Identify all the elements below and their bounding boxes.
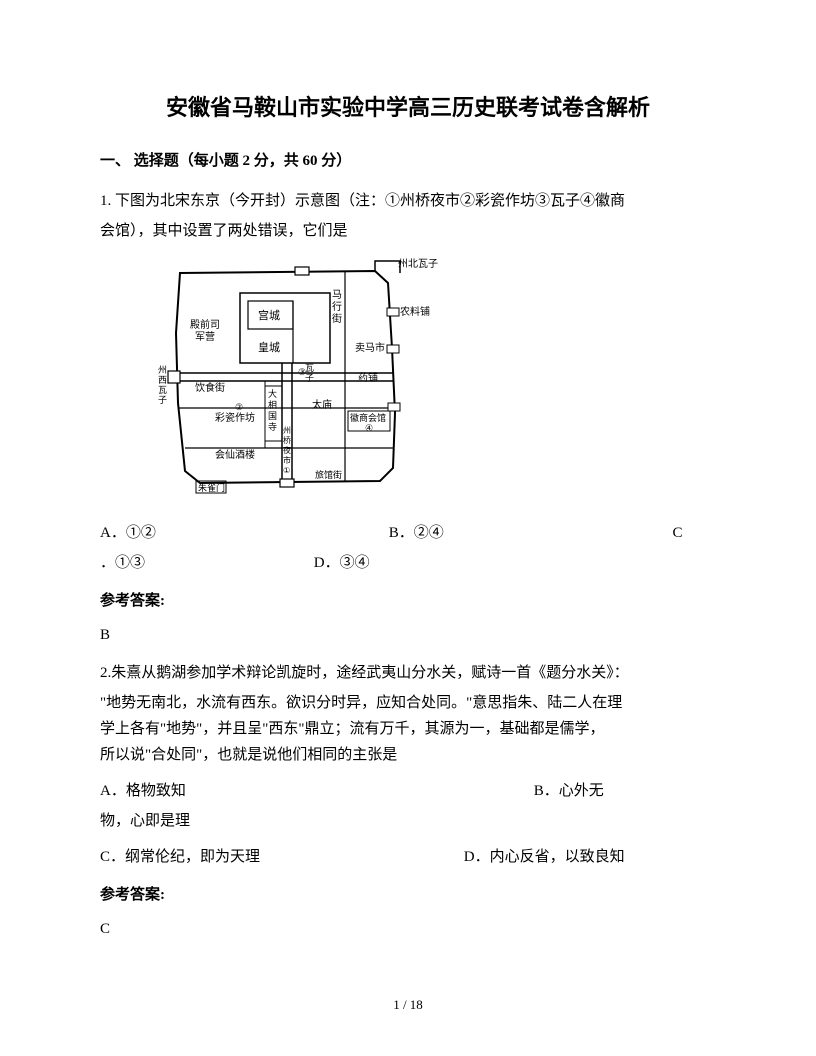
label-huixian: 会仙酒楼 xyxy=(215,448,255,461)
q1-answer: B xyxy=(100,623,716,647)
q2-optB-part1: B．心外无 xyxy=(534,783,604,799)
q1-optD: D．③④ xyxy=(314,555,370,571)
q2-optC: C．纲常伦纪，即为天理 xyxy=(100,845,460,869)
page-number: 1 / 18 xyxy=(0,995,816,1016)
label-yinshi: 饮食街 xyxy=(195,381,225,394)
q1-optC-part1: C xyxy=(673,525,683,541)
q1-options-line1: A．①② B．②④ C xyxy=(100,521,716,545)
label-xiwz3: 瓦 xyxy=(158,385,167,395)
q2-stem-line1: 2.朱熹从鹅湖参加学术辩论凯旋时，途经武夷山分水关，赋诗一首《题分水关》： xyxy=(100,661,716,685)
page-title: 安徽省马鞍山市实验中学高三历史联考试卷含解析 xyxy=(100,90,716,125)
label-dianqian-2: 军营 xyxy=(195,330,215,343)
q1-stem-line1: 1. 下图为北宋东京（今开封）示意图（注：①州桥夜市②彩瓷作坊③瓦子④徽商 xyxy=(100,189,716,213)
q2-stem-line4: 所以说"合处同"，也就是说他们相同的主张是 xyxy=(100,743,716,767)
q2-answer-label: 参考答案: xyxy=(100,883,716,907)
q1-optB: B．②④ xyxy=(389,521,669,545)
label-xiwz2: 西 xyxy=(158,375,167,385)
label-yaopu: 药铺 xyxy=(358,371,378,384)
q2-stem-line3: 学上各有"地势"，并且呈"西东"鼎立；流有万千，其源为一，基础都是儒学， xyxy=(100,717,716,741)
label-xiwz1: 州 xyxy=(158,365,167,375)
q1-optC-part2: ．①③ xyxy=(100,551,310,575)
label-zq4: 市 xyxy=(283,455,291,465)
section-header: 一、 选择题（每小题 2 分，共 60 分） xyxy=(100,149,716,173)
q1-stem-line2: 会馆），其中设置了两处错误，它们是 xyxy=(100,219,716,243)
q2-answer: C xyxy=(100,917,716,941)
q2-optA: A．格物致知 xyxy=(100,779,530,803)
label-circle1: ① xyxy=(283,466,290,475)
q2-options-line3: C．纲常伦纪，即为天理 D．内心反省，以致良知 xyxy=(100,845,716,869)
q1-answer-label: 参考答案: xyxy=(100,589,716,613)
label-taimiao: 太庙 xyxy=(312,398,332,411)
label-imperial: 皇城 xyxy=(258,340,280,354)
label-wazi-2: 子 xyxy=(305,373,314,383)
label-dxg4: 寺 xyxy=(268,422,277,432)
label-maima: 卖马市 xyxy=(355,341,385,354)
label-zq2: 桥 xyxy=(283,435,291,445)
q1-optA: A．①② xyxy=(100,521,385,545)
label-palace: 宫城 xyxy=(258,308,280,322)
label-caici: 彩瓷作坊 xyxy=(215,411,255,424)
label-nongliao: 农料铺 xyxy=(400,305,430,318)
q2-optD: D．内心反省，以致良知 xyxy=(464,849,625,865)
label-maxing-1: 马 xyxy=(332,289,342,301)
map-diagram: 州北瓦子 宫城 皇城 殿前司 军营 马 行 街 农料铺 卖马市 药铺 ③ 瓦 子… xyxy=(140,253,716,511)
label-luguan: 旅馆街 xyxy=(315,469,342,480)
label-zq1: 州 xyxy=(283,426,291,435)
label-circle4: ④ xyxy=(365,423,373,433)
label-dianqian-1: 殿前司 xyxy=(190,318,220,331)
label-north-wz: 州北瓦子 xyxy=(398,258,438,270)
label-xiwz4: 子 xyxy=(158,395,167,405)
label-wazi-1: 瓦 xyxy=(305,363,314,373)
q2-options-line1: A．格物致知 B．心外无 xyxy=(100,779,716,803)
label-maxing-3: 街 xyxy=(332,312,342,325)
q2-optB-line2: 物，心即是理 xyxy=(100,809,716,833)
label-huishang: 徽商会馆 xyxy=(350,412,386,423)
q1-options-line2: ．①③ D．③④ xyxy=(100,551,716,575)
q2-stem-line2: "地势无南北，水流有西东。欲识分时异，应知合处同。"意思指朱、陆二人在理 xyxy=(100,691,716,715)
label-circle2: ② xyxy=(235,402,243,412)
label-dxg2: 相 xyxy=(268,399,277,410)
label-zhuque: 朱雀门 xyxy=(198,482,225,493)
label-maxing-2: 行 xyxy=(332,300,342,313)
label-dxg1: 大 xyxy=(268,388,277,399)
label-zq3: 夜 xyxy=(283,445,291,455)
map-svg: 州北瓦子 宫城 皇城 殿前司 军营 马 行 街 农料铺 卖马市 药铺 ③ 瓦 子… xyxy=(140,253,450,503)
label-dxg3: 国 xyxy=(268,411,277,421)
